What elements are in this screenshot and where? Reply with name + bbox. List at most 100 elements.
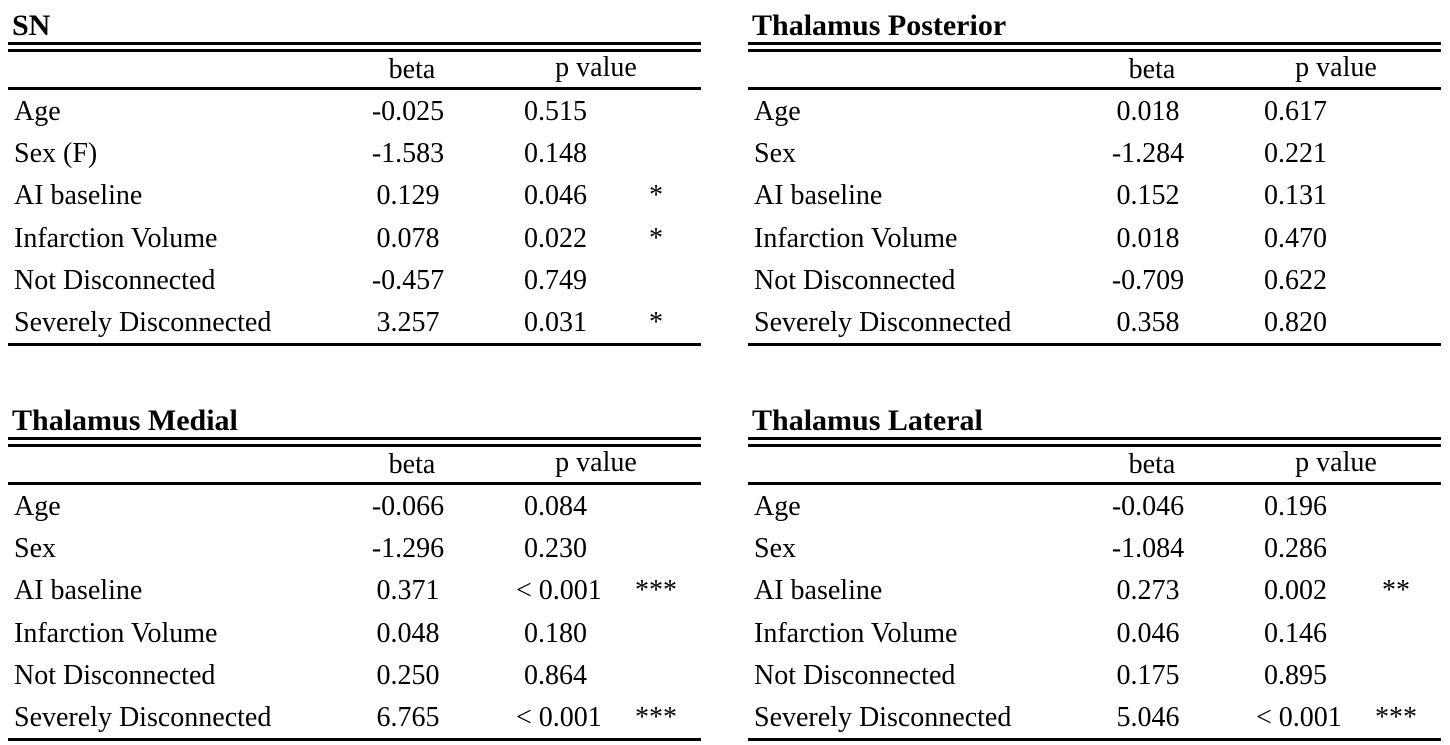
p-value: < 0.001 — [516, 702, 602, 733]
beta-value: 0.078 — [376, 222, 440, 254]
beta-value: 6.765 — [376, 702, 440, 733]
beta-value: -1.583 — [371, 138, 445, 170]
beta-value: -0.066 — [371, 491, 445, 522]
row-label: Severely Disconnected — [754, 702, 1012, 733]
beta-value: 0.250 — [376, 659, 440, 691]
column-header: p value — [555, 52, 637, 83]
p-value: 0.221 — [1264, 138, 1327, 170]
p-value: 0.515 — [524, 96, 587, 127]
beta-value: 0.048 — [376, 617, 440, 649]
column-header: p value — [555, 447, 637, 478]
row-label: Sex — [754, 138, 796, 170]
column-header: p value — [1295, 52, 1377, 83]
column-header: beta — [1128, 54, 1176, 85]
beta-value: -0.709 — [1111, 264, 1185, 296]
table-title: SN — [12, 9, 51, 42]
row-label: AI baseline — [754, 575, 883, 607]
row-label: Sex — [754, 533, 796, 565]
beta-value: 0.371 — [376, 575, 440, 607]
row-label: Not Disconnected — [754, 264, 956, 296]
rule — [748, 42, 1441, 45]
table-title: Thalamus Posterior — [752, 9, 1007, 42]
column-header: p value — [1295, 447, 1377, 478]
row-label: Infarction Volume — [14, 617, 218, 649]
beta-value: 0.129 — [376, 180, 440, 212]
column-header: beta — [388, 449, 436, 480]
row-label: Sex — [14, 533, 56, 565]
p-value: < 0.001 — [516, 575, 602, 607]
beta-value: 0.273 — [1116, 575, 1180, 607]
p-value: 0.196 — [1264, 491, 1327, 522]
beta-value: 0.358 — [1116, 307, 1180, 338]
rule — [748, 87, 1441, 90]
p-value: 0.749 — [524, 264, 587, 296]
row-label: Age — [14, 96, 61, 127]
rule — [8, 444, 701, 447]
rule — [748, 49, 1441, 52]
row-label: Infarction Volume — [14, 222, 218, 254]
p-value: 0.622 — [1264, 264, 1327, 296]
rule — [748, 482, 1441, 485]
significance: *** — [635, 702, 677, 733]
p-value: < 0.001 — [1256, 702, 1342, 733]
beta-value: -1.284 — [1111, 138, 1185, 170]
p-value: 0.286 — [1264, 533, 1327, 565]
p-value: 0.046 — [524, 180, 587, 212]
column-header: beta — [1128, 449, 1176, 480]
row-label: AI baseline — [14, 180, 143, 212]
significance: ** — [1382, 575, 1410, 607]
table-title: Thalamus Lateral — [752, 404, 983, 437]
rule — [8, 49, 701, 52]
beta-value: -0.457 — [371, 264, 445, 296]
beta-value: 3.257 — [376, 307, 440, 338]
p-value: 0.230 — [524, 533, 587, 565]
row-label: Infarction Volume — [754, 617, 958, 649]
p-value: 0.864 — [524, 659, 587, 691]
p-value: 0.084 — [524, 491, 587, 522]
p-value: 0.617 — [1264, 96, 1327, 127]
p-value: 0.470 — [1264, 222, 1327, 254]
rule — [8, 437, 701, 440]
row-label: Not Disconnected — [754, 659, 956, 691]
significance: * — [649, 307, 663, 338]
row-label: Not Disconnected — [14, 264, 216, 296]
table-title: Thalamus Medial — [12, 404, 238, 437]
beta-value: 0.046 — [1116, 617, 1180, 649]
row-label: Sex (F) — [14, 138, 98, 170]
row-label: AI baseline — [14, 575, 143, 607]
row-label: Severely Disconnected — [754, 307, 1012, 338]
rule — [8, 87, 701, 90]
beta-value: 0.018 — [1116, 96, 1180, 127]
p-value: 0.031 — [524, 307, 587, 338]
beta-value: -1.084 — [1111, 533, 1185, 565]
p-value: 0.895 — [1264, 659, 1327, 691]
rule — [8, 482, 701, 485]
beta-value: -1.296 — [371, 533, 445, 565]
rule — [8, 738, 701, 741]
rule — [748, 437, 1441, 440]
rule — [748, 343, 1441, 346]
p-value: 0.002 — [1264, 575, 1327, 607]
beta-value: -0.046 — [1111, 491, 1185, 522]
row-label: Severely Disconnected — [14, 702, 272, 733]
row-label: Age — [14, 491, 61, 522]
significance: *** — [1375, 702, 1417, 733]
p-value: 0.022 — [524, 222, 587, 254]
rule — [748, 738, 1441, 741]
column-header: beta — [388, 54, 436, 85]
row-label: AI baseline — [754, 180, 883, 212]
row-label: Severely Disconnected — [14, 307, 272, 338]
beta-value: 5.046 — [1116, 702, 1180, 733]
row-label: Not Disconnected — [14, 659, 216, 691]
beta-value: -0.025 — [371, 96, 445, 127]
beta-value: 0.152 — [1116, 180, 1180, 212]
rule — [8, 42, 701, 45]
rule — [748, 444, 1441, 447]
significance: * — [649, 222, 663, 254]
p-value: 0.148 — [524, 138, 587, 170]
beta-value: 0.018 — [1116, 222, 1180, 254]
p-value: 0.146 — [1264, 617, 1327, 649]
row-label: Age — [754, 491, 801, 522]
significance: * — [649, 180, 663, 212]
